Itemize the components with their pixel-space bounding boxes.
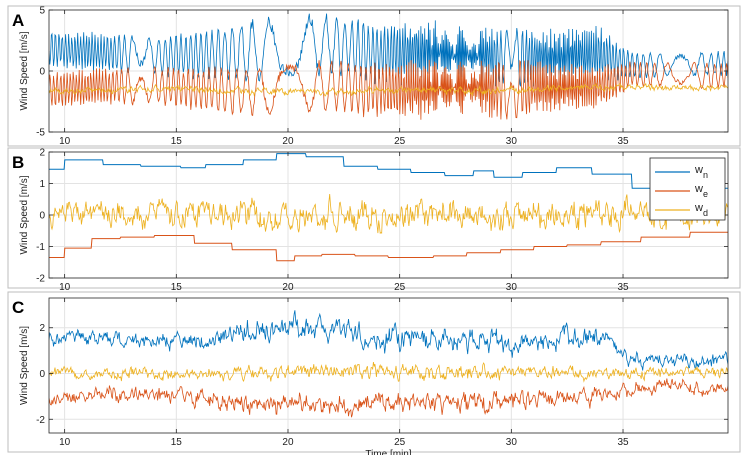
- y-tick-label: 5: [39, 6, 45, 17]
- x-tick-label: 20: [282, 437, 294, 448]
- y-tick-label: -1: [36, 242, 45, 253]
- panel-letter: C: [12, 298, 24, 317]
- series-line-we: [49, 59, 728, 120]
- x-tick-label: 10: [59, 437, 71, 448]
- y-tick-label: -2: [36, 415, 45, 426]
- y-tick-label: 0: [39, 67, 45, 78]
- x-tick-label: 10: [59, 282, 71, 293]
- y-axis-label: Wind Speed [m/s]: [19, 326, 30, 405]
- x-tick-label: 35: [617, 282, 629, 293]
- x-tick-label: 15: [171, 437, 183, 448]
- series-line-wd: [49, 362, 728, 383]
- panel-frame: [7, 291, 741, 453]
- legend-label-wn: wn: [694, 164, 708, 180]
- y-tick-label: 2: [39, 323, 45, 334]
- series-line-wn: [49, 153, 728, 189]
- series-line-wn: [49, 310, 728, 371]
- legend-label-wd: wd: [694, 202, 708, 218]
- x-tick-label: 20: [282, 282, 294, 293]
- series-line-wd: [49, 82, 728, 97]
- x-tick-label: 30: [506, 437, 518, 448]
- x-tick-label: 15: [171, 282, 183, 293]
- panel-letter: B: [12, 153, 24, 172]
- y-tick-label: 1: [39, 179, 45, 190]
- legend: wn we wd: [649, 157, 726, 221]
- panel-frame: [7, 147, 741, 289]
- x-tick-label: 25: [394, 136, 406, 147]
- y-tick-label: -2: [36, 274, 45, 285]
- x-tick-label: 25: [394, 437, 406, 448]
- legend-box: [649, 157, 726, 221]
- panel-letter: A: [12, 11, 24, 30]
- y-tick-label: 0: [39, 211, 45, 222]
- x-tick-label: 15: [171, 136, 183, 147]
- x-tick-label: 35: [617, 136, 629, 147]
- y-tick-label: 0: [39, 369, 45, 380]
- y-tick-label: -5: [36, 128, 45, 139]
- x-tick-label: 10: [59, 136, 71, 147]
- y-axis-label: Wind Speed [m/s]: [19, 31, 30, 110]
- series-line-we: [49, 378, 728, 418]
- x-tick-label: 30: [506, 136, 518, 147]
- x-tick-label: 20: [282, 136, 294, 147]
- panel-A: 10 15 20 25 30 35 5 0 -5 Wind Speed [m/s]A: [7, 5, 741, 147]
- plot-area: [48, 297, 729, 434]
- x-tick-label: 25: [394, 282, 406, 293]
- panel-frame: [7, 5, 741, 147]
- x-tick-label: 35: [617, 437, 629, 448]
- series-line-we: [49, 231, 728, 262]
- x-tick-label: 30: [506, 282, 518, 293]
- x-axis-label: Time [min]: [365, 449, 412, 455]
- legend-label-we: we: [694, 183, 708, 199]
- series-line-wd: [49, 193, 728, 234]
- y-axis-label: Wind Speed [m/s]: [19, 175, 30, 254]
- y-tick-label: 2: [39, 148, 45, 159]
